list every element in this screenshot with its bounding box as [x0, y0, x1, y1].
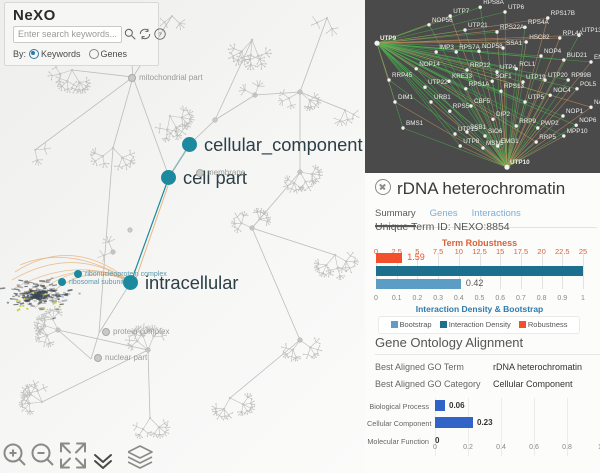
svg-text:POL5: POL5 [580, 81, 597, 88]
svg-text:RRP9: RRP9 [519, 118, 536, 125]
svg-text:NOP58: NOP58 [482, 43, 503, 50]
svg-text:RPS5: RPS5 [453, 103, 470, 110]
svg-text:SSB1: SSB1 [470, 124, 487, 131]
svg-text:UTP7: UTP7 [453, 8, 470, 15]
svg-text:EMG1: EMG1 [501, 138, 519, 145]
svg-text:IMP3: IMP3 [439, 44, 454, 51]
svg-text:RPS17B: RPS17B [551, 10, 575, 17]
svg-text:RPL4A: RPL4A [563, 30, 584, 37]
svg-text:CBF5: CBF5 [474, 98, 491, 105]
svg-text:RRP5: RRP5 [539, 134, 556, 141]
svg-text:DIP2: DIP2 [496, 111, 510, 118]
svg-text:RCL1: RCL1 [519, 61, 536, 68]
svg-text:KRE33: KRE33 [452, 73, 472, 80]
svg-text:SIO6: SIO6 [488, 128, 503, 135]
svg-text:RPS7A: RPS7A [459, 44, 480, 51]
svg-text:SOF1: SOF1 [495, 73, 512, 80]
svg-text:NOC4: NOC4 [553, 87, 571, 94]
svg-text:RPS4A: RPS4A [528, 19, 549, 26]
svg-text:NOP6: NOP6 [579, 117, 597, 124]
svg-text:RPS1A: RPS1A [469, 81, 490, 88]
svg-text:NOP1: NOP1 [566, 108, 584, 115]
svg-text:RPS8A: RPS8A [483, 0, 504, 6]
svg-text:HSC82: HSC82 [529, 34, 550, 41]
svg-text:UTP21: UTP21 [468, 22, 488, 29]
svg-text:UTP9: UTP9 [380, 35, 397, 42]
svg-text:UTP5: UTP5 [528, 94, 545, 101]
svg-text:UTP19: UTP19 [526, 74, 546, 81]
svg-text:UTP8: UTP8 [463, 138, 480, 145]
svg-text:UTP4: UTP4 [500, 64, 517, 71]
svg-text:SSA1: SSA1 [506, 40, 523, 47]
svg-text:URB1: URB1 [434, 94, 451, 101]
svg-text:RRP12: RRP12 [470, 62, 491, 69]
svg-text:UTP22: UTP22 [428, 79, 448, 86]
svg-text:UTP6: UTP6 [508, 4, 525, 11]
svg-text:ENP1: ENP1 [594, 54, 600, 61]
svg-text:RRP45: RRP45 [392, 72, 413, 79]
svg-text:NOP14: NOP14 [419, 61, 440, 68]
svg-text:RPS22A: RPS22A [500, 24, 525, 31]
svg-text:RPS13: RPS13 [504, 83, 524, 90]
svg-text:NAN1: NAN1 [594, 99, 600, 106]
svg-text:PWP2: PWP2 [541, 120, 559, 127]
svg-text:UTP20: UTP20 [548, 72, 568, 79]
svg-text:RP99B: RP99B [571, 72, 591, 79]
svg-text:BMS1: BMS1 [406, 120, 424, 127]
svg-text:UTP13: UTP13 [582, 27, 600, 34]
svg-text:NOP4: NOP4 [544, 48, 562, 55]
svg-text:NOP56: NOP56 [432, 17, 453, 24]
svg-text:MPP10: MPP10 [567, 128, 588, 135]
svg-text:?: ? [158, 32, 162, 38]
svg-text:DIM1: DIM1 [398, 94, 414, 101]
svg-text:UTP10: UTP10 [510, 159, 530, 166]
svg-text:BUD21: BUD21 [567, 52, 588, 59]
